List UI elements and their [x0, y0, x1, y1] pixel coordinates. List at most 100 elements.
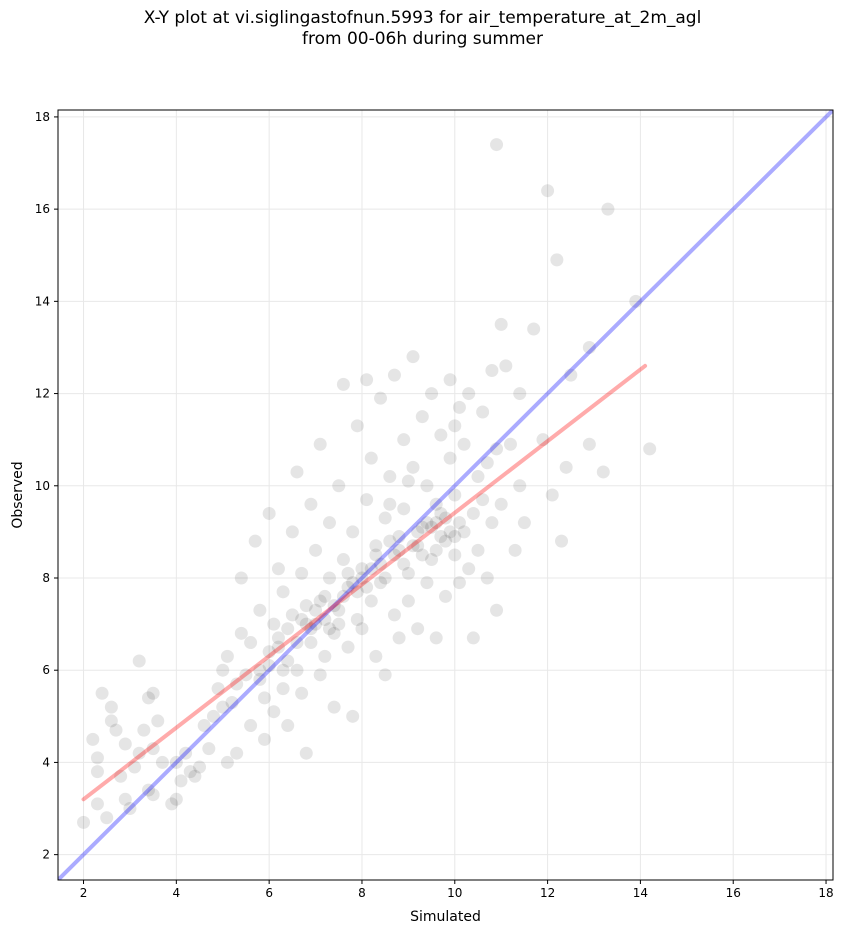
plot-frame	[57, 109, 834, 881]
scatter-point	[392, 631, 406, 645]
scatter-point	[336, 553, 350, 567]
scatter-point	[545, 488, 559, 502]
scatter-point	[429, 497, 443, 511]
scatter-point	[151, 714, 165, 728]
scatter-point	[452, 576, 466, 590]
scatter-point	[230, 677, 244, 691]
scatter-point	[327, 626, 341, 640]
scatter-point	[179, 746, 193, 760]
scatter-point	[86, 732, 100, 746]
scatter-point	[425, 520, 439, 534]
scatter-point	[374, 391, 388, 405]
scatter-point	[109, 723, 123, 737]
scatter-point	[336, 589, 350, 603]
scatter-point	[383, 534, 397, 548]
scatter-point	[429, 516, 443, 530]
scatter-point	[341, 640, 355, 654]
scatter-point	[466, 506, 480, 520]
scatter-point	[322, 516, 336, 530]
scatter-point	[295, 566, 309, 580]
scatter-point	[364, 451, 378, 465]
scatter-point	[253, 672, 267, 686]
scatter-point	[146, 686, 160, 700]
scatter-point	[248, 534, 262, 548]
scatter-point	[448, 488, 462, 502]
scatter-point	[332, 479, 346, 493]
scatter-point	[513, 387, 527, 401]
scatter-point	[114, 769, 128, 783]
scatter-point	[360, 373, 374, 387]
scatter-point	[299, 617, 313, 631]
scatter-point	[420, 479, 434, 493]
scatter-point	[448, 529, 462, 543]
scatter-point	[299, 599, 313, 613]
scatter-point	[123, 802, 137, 816]
scatter-point	[128, 760, 142, 774]
scatter-point	[327, 700, 341, 714]
scatter-point	[341, 566, 355, 580]
scatter-point	[397, 433, 411, 447]
x-tick-label: 4	[173, 886, 181, 900]
scatter-point	[378, 668, 392, 682]
scatter-point	[439, 589, 452, 603]
scatter-point	[508, 543, 522, 557]
scatter-point	[485, 364, 499, 378]
scatter-point	[174, 774, 188, 788]
axis-ticks: 2 4 6 8 10 12 14 16 18 2 4 6 8 10 12 14 16 18	[35, 110, 834, 900]
scatter-point	[452, 400, 466, 414]
x-tick-label: 8	[358, 886, 366, 900]
scatter-point	[397, 557, 411, 571]
scatter-point	[267, 705, 281, 719]
scatter-point	[541, 184, 555, 198]
scatter-point	[341, 580, 355, 594]
scatter-point	[411, 539, 425, 553]
scatter-point	[350, 585, 364, 599]
scatter-point	[643, 442, 657, 456]
scatter-point	[476, 405, 490, 419]
scatter-point	[471, 470, 485, 484]
scatter-point	[262, 506, 276, 520]
scatter-point	[322, 571, 336, 585]
scatter-point	[299, 746, 313, 760]
y-tick-label: 4	[42, 755, 50, 769]
scatter-point	[290, 636, 304, 650]
scatter-point	[439, 511, 452, 525]
scatter-point	[271, 640, 285, 654]
scatter-point	[434, 506, 448, 520]
y-tick-label: 12	[35, 387, 50, 401]
scatter-point	[267, 617, 281, 631]
scatter-point	[146, 788, 160, 802]
scatter-point	[304, 497, 318, 511]
scatter-point	[494, 497, 508, 511]
scatter-point	[401, 594, 415, 608]
scatter-point	[220, 649, 234, 663]
chart-title-line-2: from 00-06h during summer	[302, 29, 543, 49]
scatter-point	[434, 428, 448, 442]
scatter-point	[392, 543, 406, 557]
scatter-point	[364, 594, 378, 608]
scatter-point	[406, 350, 420, 364]
scatter-point	[466, 631, 480, 645]
scatter-points	[77, 138, 657, 829]
scatter-point	[397, 502, 411, 516]
scatter-point	[536, 433, 550, 447]
scatter-point	[220, 755, 234, 769]
scatter-point	[90, 751, 104, 765]
scatter-point	[327, 599, 341, 613]
scatter-point	[332, 617, 346, 631]
scatter-point	[281, 654, 295, 668]
scatter-point	[360, 580, 374, 594]
scatter-point	[415, 520, 429, 534]
scatter-point	[313, 437, 327, 451]
x-tick-label: 18	[818, 886, 833, 900]
scatter-point	[411, 622, 425, 636]
scatter-point	[318, 589, 332, 603]
scatter-point	[118, 792, 132, 806]
scatter-point	[137, 723, 151, 737]
scatter-point	[355, 622, 369, 636]
scatter-point	[169, 755, 183, 769]
scatter-point	[383, 497, 397, 511]
scatter-point	[494, 317, 508, 331]
identity-line	[58, 110, 833, 880]
scatter-point	[309, 603, 323, 617]
